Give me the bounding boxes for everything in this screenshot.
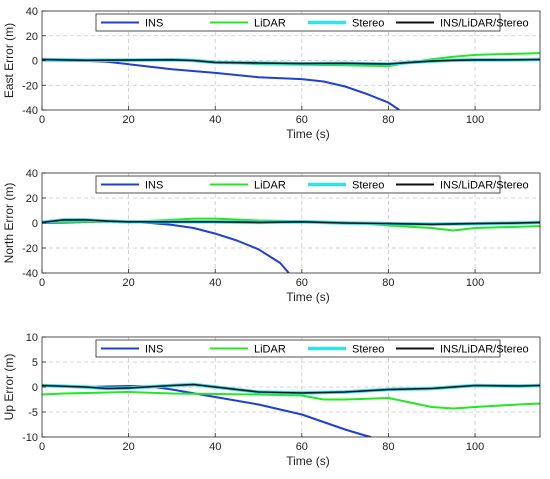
legend: INS LiDAR Stereo INS/LiDAR/Stereo xyxy=(95,339,529,358)
chart-panel-1: 0 20 40 60 80 100 -40 -20 0 20 40 Time (s) North Err… xyxy=(2,168,541,304)
legend-label: INS xyxy=(145,180,163,192)
y-tick-label: -10 xyxy=(22,432,38,444)
x-tick-label: 60 xyxy=(296,441,308,453)
x-tick-label: 40 xyxy=(209,277,221,289)
legend-label: LiDAR xyxy=(254,180,286,192)
y-tick-label: 0 xyxy=(32,56,38,68)
series-line-ins xyxy=(42,385,372,437)
y-tick-label: 40 xyxy=(26,168,38,180)
x-tick-label: 80 xyxy=(382,441,394,453)
x-tick-label: 40 xyxy=(209,114,221,126)
x-tick-label: 0 xyxy=(39,277,45,289)
y-tick-label: 5 xyxy=(32,357,38,369)
y-axis-label: Up Error (m) xyxy=(2,354,16,421)
legend-box xyxy=(95,175,501,194)
legend: INS LiDAR Stereo INS/LiDAR/Stereo xyxy=(95,175,529,194)
legend-box xyxy=(95,13,501,32)
legend-label: INS/LiDAR/Stereo xyxy=(440,180,529,192)
x-tick-label: 100 xyxy=(466,277,484,289)
legend: INS LiDAR Stereo INS/LiDAR/Stereo xyxy=(95,13,529,32)
series-line-ins-lidar-stereo xyxy=(42,58,540,65)
y-tick-label: 20 xyxy=(26,193,38,205)
x-tick-label: 100 xyxy=(466,114,484,126)
chart-panel-0: 0 20 40 60 80 100 -40 -20 0 20 40 Time (s) East Erro… xyxy=(2,6,541,141)
y-axis-label: North Error (m) xyxy=(2,183,16,264)
x-axis-label: Time (s) xyxy=(286,290,330,304)
x-tick-label: 20 xyxy=(122,277,134,289)
x-tick-label: 80 xyxy=(382,114,394,126)
y-axis-label: East Error (m) xyxy=(2,23,16,98)
x-tick-label: 0 xyxy=(39,114,45,126)
legend-label: Stereo xyxy=(352,18,384,30)
legend-label: INS xyxy=(145,18,163,30)
x-tick-label: 0 xyxy=(39,441,45,453)
x-axis-label: Time (s) xyxy=(286,127,330,141)
y-tick-label: 0 xyxy=(32,218,38,230)
legend-box xyxy=(95,339,501,358)
legend-label: INS/LiDAR/Stereo xyxy=(440,344,529,356)
legend-label: INS/LiDAR/Stereo xyxy=(440,18,529,30)
x-tick-label: 60 xyxy=(296,114,308,126)
y-tick-label: -5 xyxy=(28,407,38,419)
legend-label: Stereo xyxy=(352,344,384,356)
x-tick-label: 80 xyxy=(382,277,394,289)
y-tick-label: -20 xyxy=(22,243,38,255)
y-tick-label: 0 xyxy=(32,382,38,394)
x-tick-label: 20 xyxy=(122,441,134,453)
legend-label: LiDAR xyxy=(254,344,286,356)
x-tick-label: 40 xyxy=(209,441,221,453)
chart-panel-2: 0 20 40 60 80 100 -10 -5 0 5 10 Time (s) Up Error (m… xyxy=(2,332,541,468)
x-tick-label: 60 xyxy=(296,277,308,289)
series-line-lidar xyxy=(42,391,540,410)
y-tick-label: 10 xyxy=(26,332,38,344)
y-tick-label: -20 xyxy=(22,80,38,92)
y-tick-label: -40 xyxy=(22,105,38,117)
x-tick-label: 100 xyxy=(466,441,484,453)
y-tick-label: 20 xyxy=(26,31,38,43)
x-tick-label: 20 xyxy=(122,114,134,126)
y-tick-label: -40 xyxy=(22,268,38,280)
series-line-ins-lidar-stereo xyxy=(42,383,540,394)
legend-label: Stereo xyxy=(352,180,384,192)
legend-label: INS xyxy=(145,344,163,356)
x-axis-label: Time (s) xyxy=(286,454,330,468)
series-line-ins-lidar-stereo xyxy=(42,219,540,226)
y-tick-label: 40 xyxy=(26,6,38,18)
legend-label: LiDAR xyxy=(254,18,286,30)
